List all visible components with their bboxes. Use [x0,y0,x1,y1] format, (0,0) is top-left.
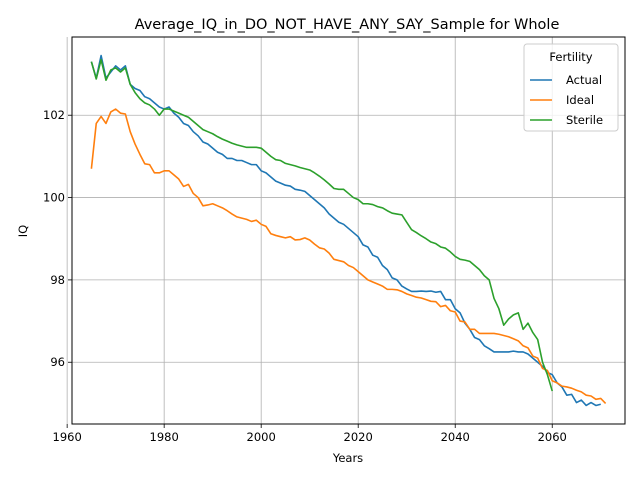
chart-title: Average_IQ_in_DO_NOT_HAVE_ANY_SAY_Sample… [135,17,560,33]
x-tick-label: 1960 [53,430,82,444]
y-axis-title: IQ [16,225,30,237]
y-tick-label: 96 [50,355,65,369]
x-axis-ticks: 1960 1980 2000 2020 2040 2060 [53,424,567,444]
series-lines [90,54,607,407]
y-tick-label: 98 [50,273,65,287]
legend-label-sterile: Sterile [566,113,603,127]
x-tick-label: 2000 [247,430,276,444]
legend-entries: Actual Ideal Sterile [530,73,603,127]
x-tick-label: 2060 [538,430,567,444]
legend-title: Fertility [549,50,592,64]
y-axis-ticks: 96 98 100 102 [43,108,72,369]
legend-box [523,43,619,132]
plot-frame [71,36,626,425]
x-tick-label: 2020 [344,430,373,444]
x-tick-label: 1980 [150,430,179,444]
series-line-ideal [90,108,607,404]
x-axis-title: Years [332,451,363,465]
legend-label-actual: Actual [566,73,602,87]
legend-label-ideal: Ideal [566,93,594,107]
y-tick-label: 102 [43,108,65,122]
series-line-actual [90,54,601,407]
legend: Fertility Actual Ideal Sterile [523,43,619,132]
series-line-sterile [90,58,554,392]
y-tick-label: 100 [43,191,65,205]
x-tick-label: 2040 [441,430,470,444]
